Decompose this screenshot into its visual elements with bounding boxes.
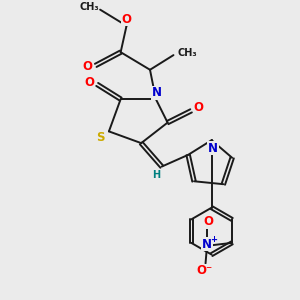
Text: O⁻: O⁻ (196, 264, 212, 277)
Text: N: N (202, 238, 212, 251)
Text: O: O (203, 215, 214, 228)
Text: N: N (208, 142, 218, 155)
Text: N: N (152, 86, 161, 99)
Text: +: + (210, 236, 217, 244)
Text: S: S (97, 131, 105, 144)
Text: O: O (84, 76, 94, 89)
Text: CH₃: CH₃ (79, 2, 99, 12)
Text: CH₃: CH₃ (178, 48, 197, 58)
Text: O: O (194, 101, 203, 114)
Text: O: O (122, 13, 131, 26)
Text: H: H (152, 170, 160, 180)
Text: O: O (82, 60, 92, 73)
